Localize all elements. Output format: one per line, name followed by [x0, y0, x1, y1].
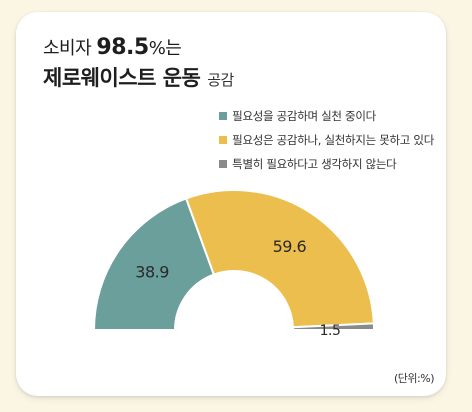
legend-label: 특별히 필요하다고 생각하지 않는다	[232, 157, 397, 171]
legend-item: 특별히 필요하다고 생각하지 않는다	[219, 152, 434, 176]
legend-label: 필요성은 공감하나, 실천하지는 못하고 있다	[232, 133, 434, 147]
unit-label: (단위:%)	[394, 372, 434, 385]
legend-swatch	[219, 112, 228, 120]
legend-item: 필요성은 공감하나, 실천하지는 못하고 있다	[219, 128, 434, 152]
legend-swatch	[219, 160, 228, 168]
chart-title-line1: 소비자 98.5%는	[43, 35, 182, 60]
donut-slice	[184, 189, 375, 329]
legend: 필요성을 공감하며 실천 중이다 필요성은 공감하나, 실천하지는 못하고 있다…	[219, 104, 434, 176]
chart-title-line2: 제로웨이스트 운동 공감	[43, 66, 234, 90]
donut-slice	[92, 197, 216, 331]
slice-value-label: 1.5	[320, 323, 341, 339]
legend-item: 필요성을 공감하며 실천 중이다	[219, 104, 434, 128]
slice-value-label: 38.9	[135, 263, 169, 282]
legend-swatch	[219, 136, 228, 144]
legend-label: 필요성을 공감하며 실천 중이다	[232, 109, 376, 123]
title-highlight-number: 98.5	[96, 35, 149, 60]
donut-slice	[291, 322, 376, 331]
slice-value-label: 59.6	[273, 237, 307, 256]
